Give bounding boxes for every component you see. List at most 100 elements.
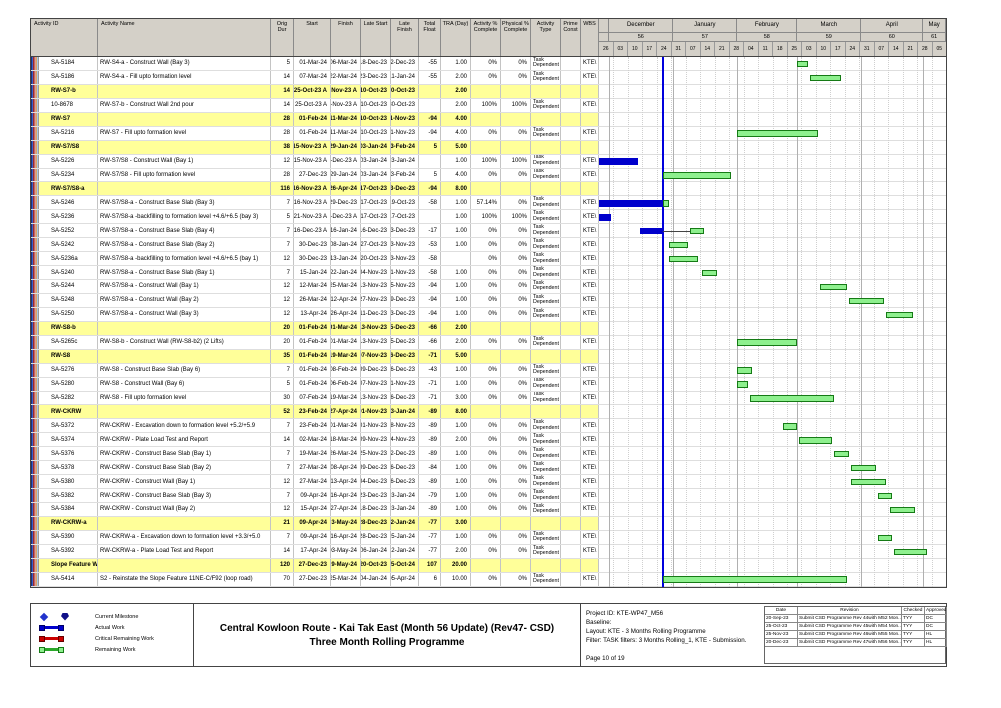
activity-row[interactable]: SA-5384 RW-CKRW - Construct Wall (Bay 2) 1… (31, 503, 946, 517)
cell-activity-type: Task Dependent (531, 489, 561, 502)
remaining-work-bar[interactable] (782, 423, 798, 430)
activity-row[interactable]: SA-5376 RW-CKRW - Construct Base Slab (Ba… (31, 447, 946, 462)
remaining-work-bar[interactable] (886, 311, 913, 319)
remaining-work-bar[interactable] (850, 478, 887, 486)
remaining-work-bar[interactable] (809, 74, 841, 82)
cell-late-finish: 03-Feb-24 (391, 168, 419, 182)
actual-work-bar[interactable] (599, 214, 612, 221)
activity-row[interactable]: SA-5392 RW-CKRW-a - Plate Load Test and R… (31, 544, 946, 559)
cell-orig-dur: 12 (271, 307, 294, 321)
activity-row[interactable]: SA-5226 RW-S7/S8 - Construct Wall (Bay 1)… (31, 154, 946, 169)
cell-total-float: -58 (419, 196, 441, 210)
cell-total-float (419, 98, 441, 112)
summary-row[interactable]: RW-S7 2801-Feb-2411-Mar-2410-Oct-2311-Nov… (31, 112, 946, 127)
remaining-work-bar[interactable] (797, 60, 808, 68)
cell-prime-const (561, 84, 581, 98)
remaining-work-bar[interactable] (877, 492, 893, 500)
remaining-work-bar[interactable] (669, 241, 688, 249)
remaining-work-bar[interactable] (702, 269, 717, 277)
activity-row[interactable]: SA-5252 RW-S7/S8-a - Construct Base Slab … (31, 224, 946, 239)
cell-wbs: KTE\ (581, 168, 599, 182)
cell-finish: 18-Mar-24 (331, 433, 361, 447)
cell-activity-type (531, 405, 561, 419)
remaining-work-bar[interactable] (669, 255, 699, 263)
cell-activity-name: RW-CKRW - Construct Base Slab (Bay 2) (98, 461, 271, 475)
remaining-work-bar[interactable] (737, 339, 798, 346)
actual-work-bar[interactable] (640, 227, 664, 235)
cell-wbs: KTE\ (581, 489, 599, 502)
remaining-work-bar[interactable] (663, 200, 670, 207)
actual-work-bar[interactable] (599, 200, 664, 207)
activity-row[interactable]: SA-5372 RW-CKRW - Excavation down to form… (31, 419, 946, 434)
remaining-work-bar[interactable] (820, 283, 847, 291)
summary-row[interactable]: RW-S8-b 2001-Feb-2401-Mar-2413-Nov-2305-D… (31, 321, 946, 336)
cell-finish: 10-Nov-23 A (331, 84, 361, 98)
remaining-work-bar[interactable] (737, 381, 748, 388)
activity-row[interactable]: SA-5414 S2 - Reinstate the Slope Feature … (31, 572, 946, 587)
cell-total-float: -58 (419, 266, 441, 279)
activity-row[interactable]: SA-5234 RW-S7/S8 - Fill upto formation le… (31, 168, 946, 183)
summary-row[interactable]: RW-S8 3501-Feb-2419-Mar-2407-Nov-2316-Dec… (31, 349, 946, 364)
cell-prime-const (561, 503, 581, 516)
activity-row[interactable]: 10-8678 RW-S7-b - Construct Wall 2nd pour… (31, 98, 946, 113)
cell-late-start: 18-Dec-23 (361, 57, 391, 70)
summary-row[interactable]: Slope Feature Works 12027-Dec-2329-May-24… (31, 558, 946, 573)
activity-row[interactable]: SA-5378 RW-CKRW - Construct Base Slab (Ba… (31, 461, 946, 476)
activity-row[interactable]: SA-5276 RW-S8 - Construct Base Slab (Bay … (31, 363, 946, 378)
cell-late-finish: 11-Nov-23 (391, 266, 419, 279)
activity-row[interactable]: SA-5382 RW-CKRW - Construct Base Slab (Ba… (31, 489, 946, 503)
cell-activity-id: SA-5242 (39, 238, 98, 252)
cell-start: 01-Mar-24 (294, 57, 331, 70)
cell-start: 16-Dec-23 A (294, 224, 331, 238)
cell-physical-pct: 0% (501, 168, 531, 182)
cell-physical-pct (501, 558, 531, 572)
cell-activity-pct (471, 112, 501, 126)
remaining-work-bar[interactable] (848, 297, 885, 305)
activity-row[interactable]: SA-5250 RW-S7/S8-a - Construct Wall (Bay … (31, 307, 946, 322)
remaining-work-bar[interactable] (850, 464, 876, 472)
summary-row[interactable]: RW-CKRW 5223-Feb-2427-Apr-2401-Nov-2303-J… (31, 405, 946, 420)
remaining-work-bar[interactable] (890, 506, 915, 514)
activity-row[interactable]: SA-5246 RW-S7/S8-a - Construct Base Slab … (31, 196, 946, 211)
remaining-work-bar[interactable] (799, 437, 833, 444)
gantt-row-canvas (599, 433, 946, 447)
remaining-work-bar[interactable] (663, 576, 847, 583)
cell-late-start: 01-Nov-23 (361, 405, 391, 419)
remaining-work-bar[interactable] (689, 227, 705, 235)
activity-row[interactable]: SA-5280 RW-S8 - Construct Wall (Bay 6) 5 01… (31, 377, 946, 392)
remaining-work-bar[interactable] (834, 450, 849, 458)
actual-work-bar[interactable] (599, 158, 639, 165)
activity-row[interactable]: SA-5244 RW-S7/S8-a - Construct Wall (Bay … (31, 280, 946, 294)
activity-row[interactable]: SA-5374 RW-CKRW - Plate Load Test and Rep… (31, 433, 946, 448)
activity-row[interactable]: SA-5216 RW-S7 - Fill upto formation level… (31, 126, 946, 141)
activity-row[interactable]: SA-5282 RW-S8 - Fill upto formation level… (31, 391, 946, 406)
activity-row[interactable]: SA-5236a RW-S7/S8-a -backfilling to forma… (31, 252, 946, 267)
activity-row[interactable]: SA-5242 RW-S7/S8-a - Construct Base Slab … (31, 238, 946, 253)
cell-activity-type: Task Dependent (531, 168, 561, 182)
cell-activity-pct: 0% (471, 252, 501, 266)
activity-row[interactable]: SA-5390 RW-CKRW-a - Excavation down to fo… (31, 530, 946, 545)
cell-late-finish: 11-Jan-24 (391, 70, 419, 84)
cell-activity-pct: 0% (471, 419, 501, 433)
project-id-label: Project ID: KTE-WP47_M56 (586, 610, 664, 617)
activity-row[interactable]: SA-5380 RW-CKRW - Construct Wall (Bay 1) 1… (31, 475, 946, 490)
cell-total-float: -89 (419, 503, 441, 516)
activity-row[interactable]: SA-5236 RW-S7/S8-a -backfilling to format… (31, 210, 946, 225)
cell-activity-pct (471, 558, 501, 572)
activity-row[interactable]: SA-5248 RW-S7/S8-a - Construct Wall (Bay … (31, 293, 946, 308)
summary-row[interactable]: RW-CKRW-a 2109-Apr-2403-May-2428-Dec-2322… (31, 516, 946, 531)
activity-row[interactable]: SA-5265c RW-S8-b - Construct Wall (RW-S8-… (31, 335, 946, 350)
remaining-work-bar[interactable] (737, 367, 752, 374)
remaining-work-bar[interactable] (663, 172, 732, 179)
activity-row[interactable]: SA-5240 RW-S7/S8-a - Construct Base Slab … (31, 266, 946, 280)
remaining-work-bar[interactable] (894, 548, 928, 555)
remaining-work-bar[interactable] (877, 534, 893, 542)
remaining-work-bar[interactable] (737, 130, 818, 137)
remaining-work-bar[interactable] (749, 395, 835, 402)
activity-row[interactable]: SA-5184 RW-S4-a - Construct Wall (Bay 3) 5… (31, 57, 946, 71)
activity-row[interactable]: SA-5186 RW-S4-a - Fill upto formation lev… (31, 70, 946, 85)
wbs-color-band (31, 293, 39, 307)
summary-row[interactable]: RW-S7/S8-a 116 16-Nov-23 A 26-Apr-24 17-Oct-… (31, 182, 946, 197)
